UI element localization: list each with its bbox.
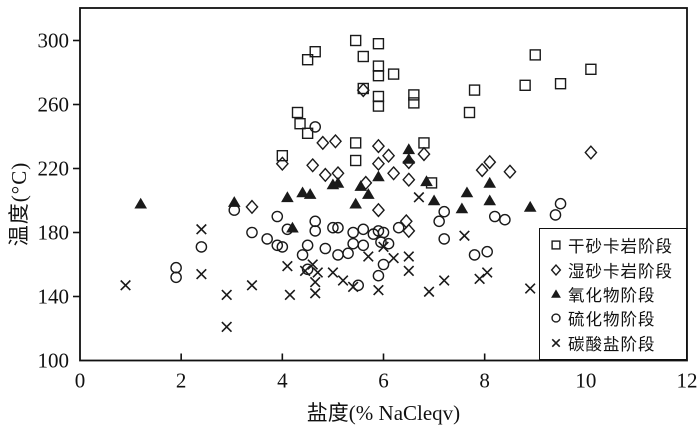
y-tick-label: 140 xyxy=(38,285,70,309)
y-tick-label: 220 xyxy=(38,157,70,181)
x-tick-label: 0 xyxy=(75,369,86,393)
open-diamond-icon xyxy=(550,263,562,276)
x-tick-label: 6 xyxy=(378,369,389,393)
legend-item-carbonate: 碳酸盐阶段 xyxy=(549,331,686,355)
series-filled-triangle xyxy=(134,143,537,233)
x-tick-label: 4 xyxy=(277,369,288,393)
x-tick-label: 10 xyxy=(575,369,596,393)
legend-label: 氧化物阶段 xyxy=(568,285,656,305)
x-tick-label: 2 xyxy=(176,369,187,393)
legend-item-wet-skarn: 湿砂卡岩阶段 xyxy=(549,258,686,282)
legend-label: 碳酸盐阶段 xyxy=(568,334,656,354)
filled-triangle-icon xyxy=(551,289,561,298)
open-circle-icon xyxy=(551,313,561,324)
legend-label: 湿砂卡岩阶段 xyxy=(568,261,673,281)
y-tick-label: 100 xyxy=(38,349,70,373)
series-open-square xyxy=(276,34,597,189)
y-tick-label: 300 xyxy=(38,29,70,53)
legend-label: 干砂卡岩阶段 xyxy=(568,237,673,257)
series-cross xyxy=(120,191,536,333)
y-axis-title: 温度(°C) xyxy=(7,161,31,247)
legend-label: 硫化物阶段 xyxy=(568,310,656,330)
legend: 干砂卡岩阶段 湿砂卡岩阶段 氧化物阶段 硫化物阶段 碳酸盐阶段 xyxy=(539,228,687,360)
cross-icon xyxy=(551,338,561,348)
series-open-circle xyxy=(170,121,567,292)
legend-item-sulfide: 硫化物阶段 xyxy=(549,306,686,330)
legend-item-dry-skarn: 干砂卡岩阶段 xyxy=(549,233,686,257)
open-square-icon xyxy=(551,240,561,250)
x-tick-label: 8 xyxy=(479,369,490,393)
y-tick-label: 260 xyxy=(38,93,70,117)
x-tick-label: 12 xyxy=(677,369,698,393)
legend-item-oxide: 氧化物阶段 xyxy=(549,282,686,306)
y-tick-label: 180 xyxy=(38,221,70,245)
series-open-diamond xyxy=(245,82,598,239)
x-axis-title: 盐度(% NaCleqv) xyxy=(306,401,461,425)
